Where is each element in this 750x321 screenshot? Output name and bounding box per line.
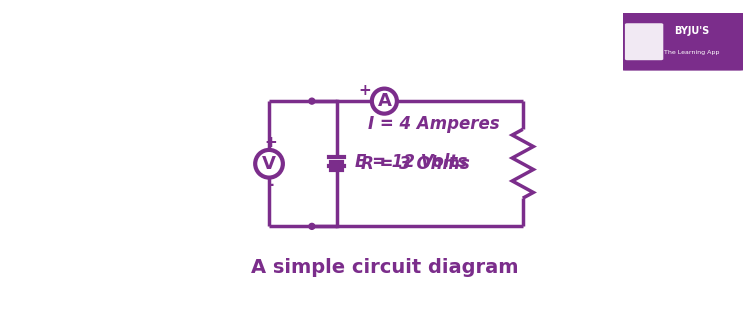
- Text: A simple circuit diagram: A simple circuit diagram: [251, 258, 518, 277]
- Text: +: +: [358, 83, 371, 98]
- FancyBboxPatch shape: [619, 13, 746, 71]
- Text: BYJU'S: BYJU'S: [674, 26, 710, 36]
- Text: +: +: [264, 135, 277, 150]
- Text: V: V: [262, 155, 276, 173]
- Text: R = 3 Ohms: R = 3 Ohms: [362, 155, 470, 173]
- Circle shape: [309, 98, 315, 104]
- Text: I = 4 Amperes: I = 4 Amperes: [368, 115, 500, 133]
- Text: -: -: [267, 176, 274, 194]
- Text: A: A: [377, 92, 392, 110]
- Text: The Learning App: The Learning App: [664, 50, 720, 55]
- Text: E = 12 Volts: E = 12 Volts: [355, 153, 467, 171]
- Circle shape: [309, 223, 315, 229]
- FancyBboxPatch shape: [625, 23, 663, 60]
